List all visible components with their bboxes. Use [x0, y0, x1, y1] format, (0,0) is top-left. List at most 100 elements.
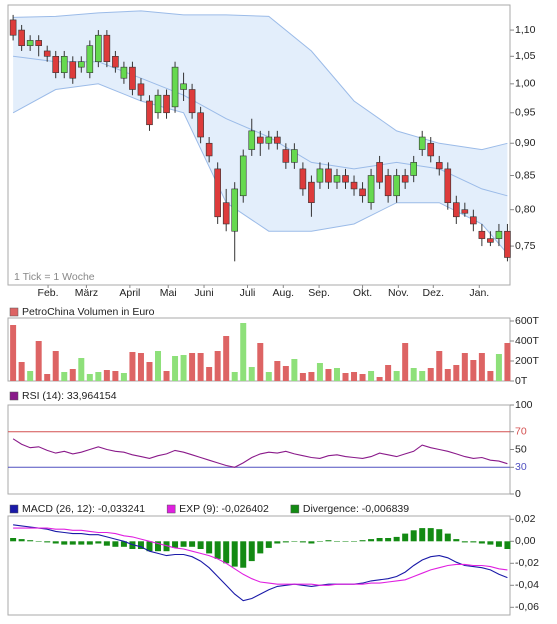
candle-body [291, 149, 298, 163]
volume-bar [316, 363, 323, 381]
divergence-bar [444, 533, 451, 542]
divergence-bar [299, 541, 306, 543]
volume-bar [163, 371, 170, 381]
y-tick-label: 0,85 [515, 169, 536, 181]
volume-bar [248, 367, 255, 381]
legend-swatch [9, 504, 19, 514]
volume-bar [223, 336, 230, 381]
y-tick-label: 0,95 [515, 107, 536, 119]
candle-body [180, 83, 187, 90]
plot-frame [7, 404, 511, 495]
volume-bar [308, 372, 315, 381]
x-tick-label: Mai [160, 287, 177, 299]
volume-bar [95, 372, 102, 381]
x-tick-label: Juli [240, 287, 256, 299]
volume-bar [112, 371, 119, 381]
volume-bar [146, 362, 153, 381]
divergence-bar [69, 541, 76, 545]
candle-body [384, 175, 392, 197]
divergence-bar [419, 528, 426, 542]
volume-bar [18, 362, 25, 381]
legend-label: MACD (26, 12): -0,033241 [22, 503, 145, 515]
y-tick-label: -0,06 [515, 601, 539, 613]
candle-body [333, 175, 341, 183]
candle-body [367, 175, 375, 203]
volume-bar [368, 371, 375, 381]
y-tick-label: 50 [515, 443, 527, 455]
divergence-bar [325, 540, 332, 542]
y-tick-label: 1,10 [515, 24, 536, 36]
y-tick-label: 100 [515, 399, 533, 411]
divergence-bar [52, 541, 59, 544]
volume-bar [487, 371, 494, 381]
volume-bar [453, 365, 460, 381]
candle-body [274, 136, 281, 144]
volume-bar [299, 373, 306, 381]
candle-body [171, 66, 179, 108]
x-tick-label: Dez. [422, 287, 444, 299]
divergence-bar [44, 541, 51, 543]
volume-bar [478, 353, 485, 381]
candle-body [146, 100, 153, 126]
candle-body [60, 56, 68, 73]
candle-body [444, 168, 452, 203]
candle-body [52, 56, 60, 73]
candle-body [77, 61, 85, 68]
candle-body [401, 175, 409, 183]
divergence-bar [95, 541, 102, 544]
volume-bar [351, 372, 358, 381]
volume-bar [206, 367, 213, 381]
y-tick-label: 0,00 [515, 535, 536, 547]
y-tick-label: 0,02 [515, 513, 536, 525]
y-tick-label: 0T [515, 375, 528, 387]
x-tick-label: Feb. [38, 287, 59, 299]
x-tick-label: Nov. [388, 287, 409, 299]
candle-body [86, 45, 94, 73]
divergence-bar [393, 536, 400, 542]
candle-body [308, 181, 315, 203]
divergence-bar [10, 538, 17, 542]
candle-body [495, 230, 503, 239]
volume-bar [189, 353, 196, 381]
divergence-bar [265, 541, 272, 548]
divergence-bar [27, 540, 34, 542]
candle-body [453, 202, 460, 218]
y-tick-label: 400T [515, 335, 540, 347]
volume-bar [180, 355, 187, 381]
candle-body [69, 61, 77, 79]
volume-bar [86, 374, 93, 381]
divergence-bar [316, 541, 323, 542]
divergence-bar [333, 541, 340, 542]
x-tick-label: März [75, 287, 98, 299]
divergence-bar [308, 541, 315, 544]
divergence-bar [470, 541, 477, 543]
candle-body [120, 66, 128, 79]
volume-bar [291, 359, 298, 381]
volume-bar [52, 351, 59, 381]
volume-bar [120, 373, 127, 381]
x-tick-label: Juni [194, 287, 213, 299]
band-lower [12, 83, 508, 255]
divergence-bar [18, 539, 25, 542]
legend-label: RSI (14): 33,964154 [22, 390, 117, 402]
volume-bar [427, 368, 434, 381]
candle-body [188, 89, 196, 114]
divergence-bar [214, 541, 221, 559]
candle-body [137, 83, 145, 96]
divergence-bar [86, 541, 93, 545]
x-tick-label: Sep. [308, 287, 330, 299]
divergence-bar [291, 541, 298, 542]
volume-bar [385, 365, 392, 381]
candle-body [418, 136, 426, 150]
divergence-bar [197, 541, 204, 549]
x-tick-label: Jan. [469, 287, 489, 299]
divergence-bar [78, 541, 85, 545]
volume-bar [69, 369, 76, 381]
y-tick-label: 0,90 [515, 137, 536, 149]
divergence-bar [410, 530, 417, 542]
volume-bar [78, 358, 85, 381]
divergence-bar [257, 541, 264, 554]
legend-swatch [290, 504, 300, 514]
candle-body [129, 66, 136, 90]
divergence-bar [359, 540, 366, 542]
